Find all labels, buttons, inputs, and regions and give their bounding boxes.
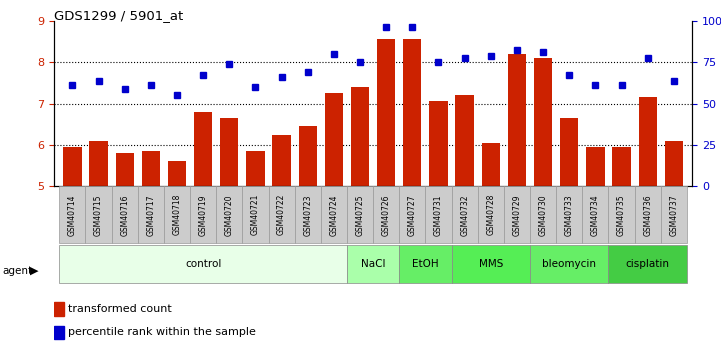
FancyBboxPatch shape bbox=[399, 186, 425, 243]
FancyBboxPatch shape bbox=[609, 245, 687, 283]
FancyBboxPatch shape bbox=[59, 186, 86, 243]
FancyBboxPatch shape bbox=[321, 186, 347, 243]
Text: GSM40731: GSM40731 bbox=[434, 194, 443, 236]
Text: GSM40729: GSM40729 bbox=[513, 194, 521, 236]
Text: GSM40723: GSM40723 bbox=[304, 194, 312, 236]
FancyBboxPatch shape bbox=[583, 186, 609, 243]
Bar bbox=[508, 54, 526, 186]
Bar bbox=[273, 135, 291, 186]
Text: NaCl: NaCl bbox=[361, 259, 385, 269]
FancyBboxPatch shape bbox=[347, 186, 373, 243]
Bar bbox=[534, 58, 552, 186]
Bar bbox=[377, 39, 395, 186]
Bar bbox=[63, 147, 81, 186]
Text: GSM40736: GSM40736 bbox=[643, 194, 653, 236]
Bar bbox=[298, 126, 317, 186]
Bar bbox=[142, 151, 160, 186]
FancyBboxPatch shape bbox=[609, 186, 634, 243]
FancyBboxPatch shape bbox=[347, 245, 399, 283]
Text: MMS: MMS bbox=[479, 259, 503, 269]
FancyBboxPatch shape bbox=[373, 186, 399, 243]
Bar bbox=[324, 93, 343, 186]
Bar bbox=[220, 118, 239, 186]
Bar bbox=[403, 39, 422, 186]
Text: ▶: ▶ bbox=[30, 266, 39, 276]
Bar bbox=[429, 101, 448, 186]
FancyBboxPatch shape bbox=[556, 186, 583, 243]
FancyBboxPatch shape bbox=[190, 186, 216, 243]
Text: bleomycin: bleomycin bbox=[542, 259, 596, 269]
Text: GSM40717: GSM40717 bbox=[146, 194, 155, 236]
Text: GSM40726: GSM40726 bbox=[381, 194, 391, 236]
FancyBboxPatch shape bbox=[112, 186, 138, 243]
Text: transformed count: transformed count bbox=[68, 304, 172, 314]
Bar bbox=[456, 95, 474, 186]
Text: GSM40714: GSM40714 bbox=[68, 194, 77, 236]
Bar bbox=[639, 97, 657, 186]
Text: GSM40719: GSM40719 bbox=[199, 194, 208, 236]
Text: GSM40718: GSM40718 bbox=[172, 194, 182, 235]
Bar bbox=[482, 143, 500, 186]
Text: GSM40733: GSM40733 bbox=[565, 194, 574, 236]
Text: GSM40728: GSM40728 bbox=[486, 194, 495, 235]
Bar bbox=[89, 141, 107, 186]
FancyBboxPatch shape bbox=[634, 186, 660, 243]
FancyBboxPatch shape bbox=[451, 186, 478, 243]
FancyBboxPatch shape bbox=[295, 186, 321, 243]
Text: GSM40734: GSM40734 bbox=[591, 194, 600, 236]
Text: control: control bbox=[185, 259, 221, 269]
FancyBboxPatch shape bbox=[660, 186, 687, 243]
FancyBboxPatch shape bbox=[504, 186, 530, 243]
Bar bbox=[612, 147, 631, 186]
Text: GDS1299 / 5901_at: GDS1299 / 5901_at bbox=[54, 9, 183, 22]
FancyBboxPatch shape bbox=[242, 186, 268, 243]
Bar bbox=[54, 303, 64, 316]
Bar bbox=[586, 147, 604, 186]
Text: EtOH: EtOH bbox=[412, 259, 439, 269]
Text: GSM40737: GSM40737 bbox=[669, 194, 678, 236]
FancyBboxPatch shape bbox=[59, 245, 347, 283]
Text: GSM40722: GSM40722 bbox=[277, 194, 286, 235]
Bar bbox=[351, 87, 369, 186]
Bar bbox=[247, 151, 265, 186]
Text: GSM40730: GSM40730 bbox=[539, 194, 547, 236]
Text: GSM40721: GSM40721 bbox=[251, 194, 260, 235]
FancyBboxPatch shape bbox=[138, 186, 164, 243]
FancyBboxPatch shape bbox=[425, 186, 451, 243]
Text: GSM40715: GSM40715 bbox=[94, 194, 103, 236]
Text: GSM40735: GSM40735 bbox=[617, 194, 626, 236]
FancyBboxPatch shape bbox=[530, 245, 609, 283]
FancyBboxPatch shape bbox=[164, 186, 190, 243]
FancyBboxPatch shape bbox=[268, 186, 295, 243]
FancyBboxPatch shape bbox=[451, 245, 530, 283]
Text: cisplatin: cisplatin bbox=[626, 259, 670, 269]
FancyBboxPatch shape bbox=[530, 186, 556, 243]
Text: GSM40732: GSM40732 bbox=[460, 194, 469, 236]
Bar bbox=[560, 118, 578, 186]
Text: GSM40716: GSM40716 bbox=[120, 194, 129, 236]
Text: GSM40724: GSM40724 bbox=[329, 194, 338, 236]
Bar bbox=[115, 153, 134, 186]
Text: agent: agent bbox=[2, 266, 32, 276]
Bar bbox=[54, 326, 64, 339]
FancyBboxPatch shape bbox=[478, 186, 504, 243]
Text: GSM40725: GSM40725 bbox=[355, 194, 365, 236]
Text: GSM40720: GSM40720 bbox=[225, 194, 234, 236]
Text: percentile rank within the sample: percentile rank within the sample bbox=[68, 327, 256, 337]
FancyBboxPatch shape bbox=[86, 186, 112, 243]
FancyBboxPatch shape bbox=[216, 186, 242, 243]
Bar bbox=[168, 161, 186, 186]
Text: GSM40727: GSM40727 bbox=[408, 194, 417, 236]
FancyBboxPatch shape bbox=[399, 245, 451, 283]
Bar bbox=[665, 141, 683, 186]
Bar bbox=[194, 112, 212, 186]
